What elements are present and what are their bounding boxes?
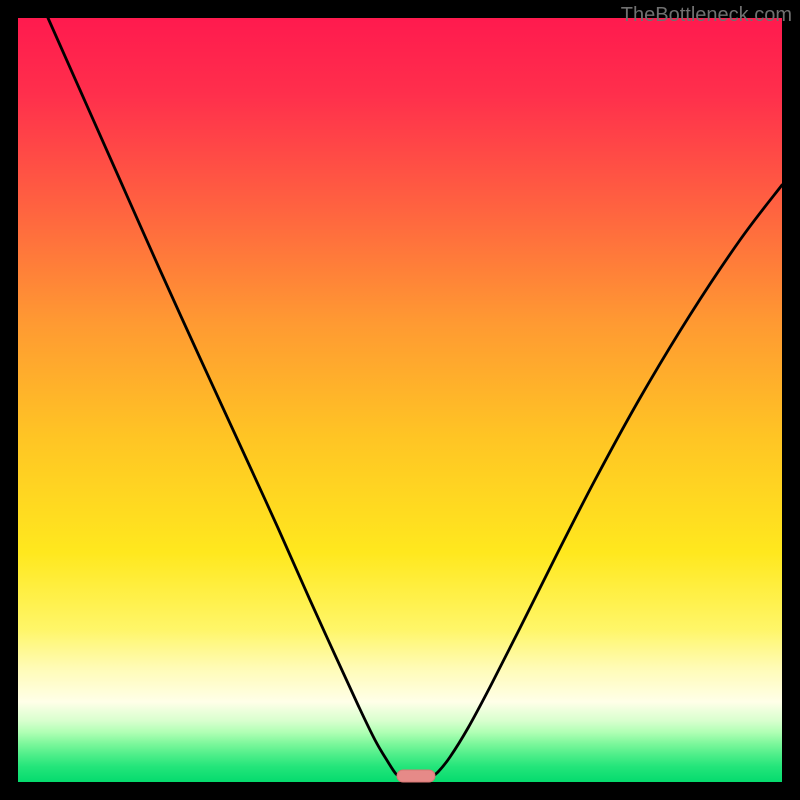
bottom-marker (397, 770, 435, 782)
chart-container: TheBottleneck.com (0, 0, 800, 800)
plot-background (18, 18, 782, 782)
watermark-text: TheBottleneck.com (621, 4, 792, 27)
chart-svg (0, 0, 800, 800)
